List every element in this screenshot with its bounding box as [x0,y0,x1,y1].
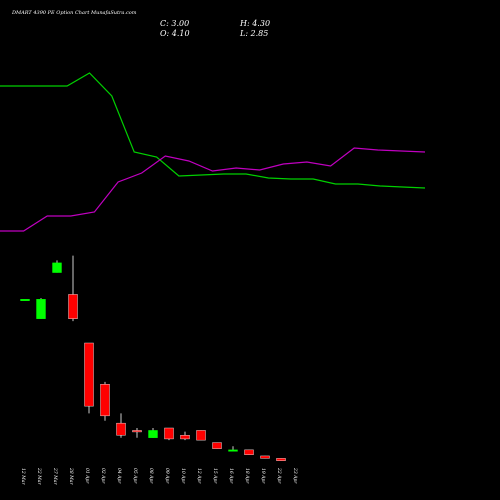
candle-body [132,430,142,433]
candle-body [116,422,126,436]
candle [276,458,286,461]
candle [52,260,62,273]
close-value: C: 3.00 [160,19,189,28]
candle [84,342,94,414]
candle-body [164,427,174,440]
low-value: L: 2.85 [239,29,268,38]
candle-body [212,442,222,449]
candle [228,446,238,452]
candle-body [100,384,110,417]
candle-body [196,430,206,441]
candle-body [260,455,270,459]
candle [244,449,254,455]
candle-body [36,299,46,319]
x-tick-label: 09 Apr [164,468,170,484]
x-tick-label: 27 Mar [52,467,58,485]
x-tick-label: 15 Apr [212,468,218,484]
candle [148,428,158,438]
open-value: O: 4.10 [160,29,190,38]
x-tick-label: 16 Apr [228,468,234,484]
x-tick-label: 22 Apr [276,467,282,484]
candle [212,442,222,449]
candle-body [180,435,190,440]
candle [260,455,270,459]
x-tick-label: 08 Apr [148,468,154,484]
candle [68,255,78,322]
magenta-indicator-line [0,147,426,232]
x-tick-label: 28 Mar [68,467,74,485]
candles-group [20,255,286,461]
candle [116,413,126,438]
chart-title: DMART 4390 PE Option Chart MunafaSutra.c… [11,10,137,16]
candle-body [84,342,94,407]
candle-body [276,458,286,461]
x-tick-label: 02 Apr [100,468,106,484]
candle [180,431,190,441]
candle [132,428,142,438]
candle-body [52,262,62,273]
high-value: H: 4.30 [239,19,270,28]
candle [36,298,46,319]
x-tick-label: 22 Mar [36,467,42,485]
candle-body [228,449,238,452]
x-tick-label: 18 Apr [244,468,250,484]
x-tick-label: 01 Apr [84,468,90,484]
x-tick-label: 23 Apr [292,467,298,484]
candle-body [244,449,254,455]
x-tick-labels: 12 Mar 22 Mar 27 Mar 28 Mar 01 Apr 02 Apr 04 A… [20,467,298,485]
x-tick-label: 19 Apr [260,468,266,484]
x-tick-label: 04 Apr [116,468,122,484]
x-tick-label: 10 Apr [180,468,186,484]
candle [100,381,110,421]
candle [20,299,30,301]
x-tick-label: 12 Apr [196,468,202,484]
candle-body [20,299,30,301]
candle-body [68,294,78,319]
candle-body [148,430,158,438]
candle [196,430,206,441]
x-tick-label: 12 Mar [20,468,26,485]
candle [164,427,174,441]
x-tick-label: 05 Apr [132,468,138,484]
green-indicator-line [0,72,426,189]
